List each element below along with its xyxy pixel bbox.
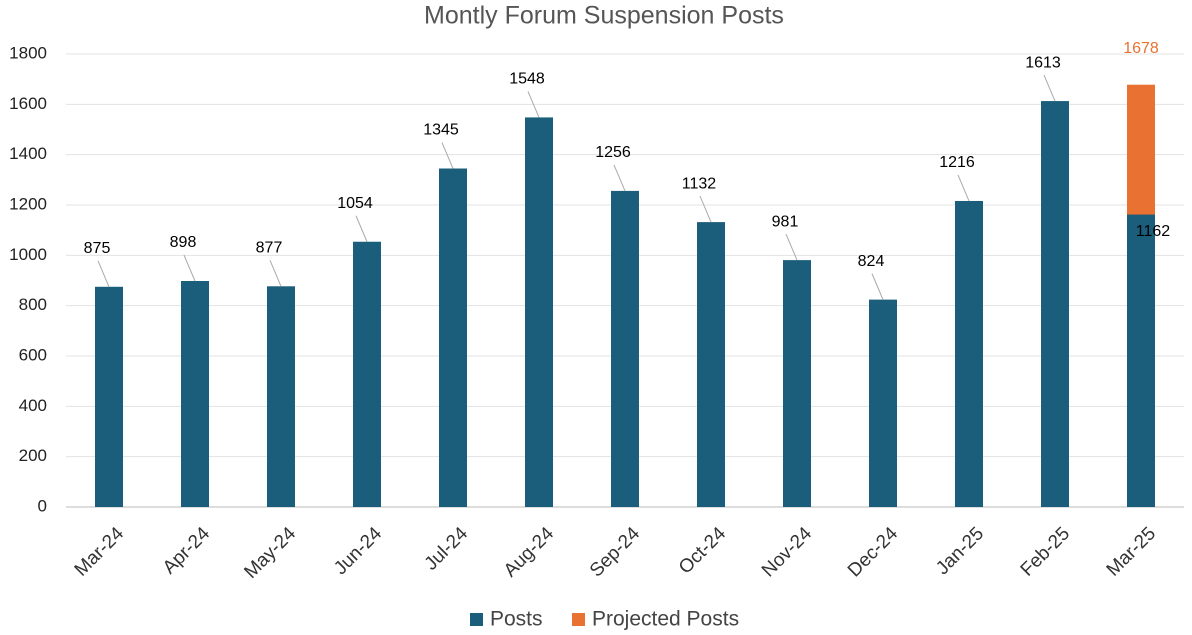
bar bbox=[267, 286, 295, 507]
legend-label: Projected Posts bbox=[592, 608, 739, 631]
x-tick-label: Sep-24 bbox=[586, 523, 644, 581]
bar bbox=[611, 190, 639, 507]
x-tick-label: Jan-25 bbox=[932, 523, 988, 579]
y-tick-label: 400 bbox=[19, 396, 47, 415]
data-label: 898 bbox=[170, 234, 197, 251]
x-tick-label: Nov-24 bbox=[758, 523, 816, 581]
bar bbox=[181, 281, 209, 507]
data-label: 1216 bbox=[939, 154, 975, 171]
x-tick-label: Aug-24 bbox=[500, 523, 558, 581]
legend-label: Posts bbox=[490, 608, 543, 631]
bar bbox=[353, 241, 381, 507]
leader-line bbox=[527, 91, 540, 118]
data-label: 1613 bbox=[1025, 54, 1061, 71]
leader-line bbox=[871, 273, 884, 300]
bar bbox=[697, 222, 725, 507]
x-tick-label: Mar-25 bbox=[1103, 523, 1160, 580]
data-label: 981 bbox=[772, 213, 799, 230]
y-tick-label: 1400 bbox=[9, 144, 47, 163]
data-label: 1678 bbox=[1123, 40, 1159, 57]
legend-swatch bbox=[470, 613, 483, 626]
data-label: 1132 bbox=[682, 175, 717, 192]
x-tick-label: Mar-24 bbox=[71, 523, 129, 581]
data-label: 1162 bbox=[1136, 223, 1171, 240]
leader-line bbox=[1043, 74, 1056, 102]
bar bbox=[1127, 214, 1155, 507]
y-tick-label: 1000 bbox=[9, 245, 47, 264]
x-tick-label: May-24 bbox=[240, 523, 300, 583]
bar bbox=[1041, 101, 1069, 507]
x-tick-label: Feb-25 bbox=[1017, 523, 1074, 580]
leader-line bbox=[699, 195, 712, 223]
data-label: 1345 bbox=[423, 122, 459, 139]
y-tick-label: 200 bbox=[19, 446, 47, 465]
legend-swatch bbox=[572, 613, 585, 626]
x-tick-label: Oct-24 bbox=[675, 523, 730, 578]
y-tick-label: 1600 bbox=[9, 94, 47, 113]
y-tick-label: 1800 bbox=[9, 43, 47, 62]
leader-line bbox=[441, 142, 454, 169]
data-label: 1256 bbox=[595, 144, 631, 161]
leader-line bbox=[613, 164, 626, 192]
bar bbox=[525, 117, 553, 508]
bar bbox=[439, 168, 467, 507]
y-tick-label: 600 bbox=[19, 345, 47, 364]
y-tick-label: 1200 bbox=[9, 194, 47, 213]
data-label: 875 bbox=[84, 240, 111, 257]
y-tick-label: 0 bbox=[38, 496, 47, 515]
leader-line bbox=[785, 233, 798, 261]
data-label: 824 bbox=[858, 253, 885, 270]
leader-line bbox=[957, 174, 970, 202]
x-tick-label: Apr-24 bbox=[159, 523, 214, 578]
leader-line bbox=[269, 260, 282, 287]
leader-line bbox=[97, 260, 110, 287]
bar bbox=[783, 260, 811, 507]
x-tick-label: Dec-24 bbox=[844, 523, 902, 581]
data-label: 877 bbox=[256, 240, 283, 257]
bar bbox=[955, 200, 983, 507]
chart-title: Montly Forum Suspension Posts bbox=[424, 2, 784, 30]
x-tick-label: Jul-24 bbox=[421, 523, 473, 575]
leader-line bbox=[183, 254, 196, 282]
x-tick-label: Jun-24 bbox=[330, 523, 386, 579]
y-tick-label: 800 bbox=[19, 295, 47, 314]
leader-line bbox=[355, 215, 368, 242]
bar bbox=[95, 286, 123, 507]
bar bbox=[869, 299, 897, 507]
data-label: 1054 bbox=[337, 195, 373, 212]
data-label: 1548 bbox=[509, 71, 545, 88]
